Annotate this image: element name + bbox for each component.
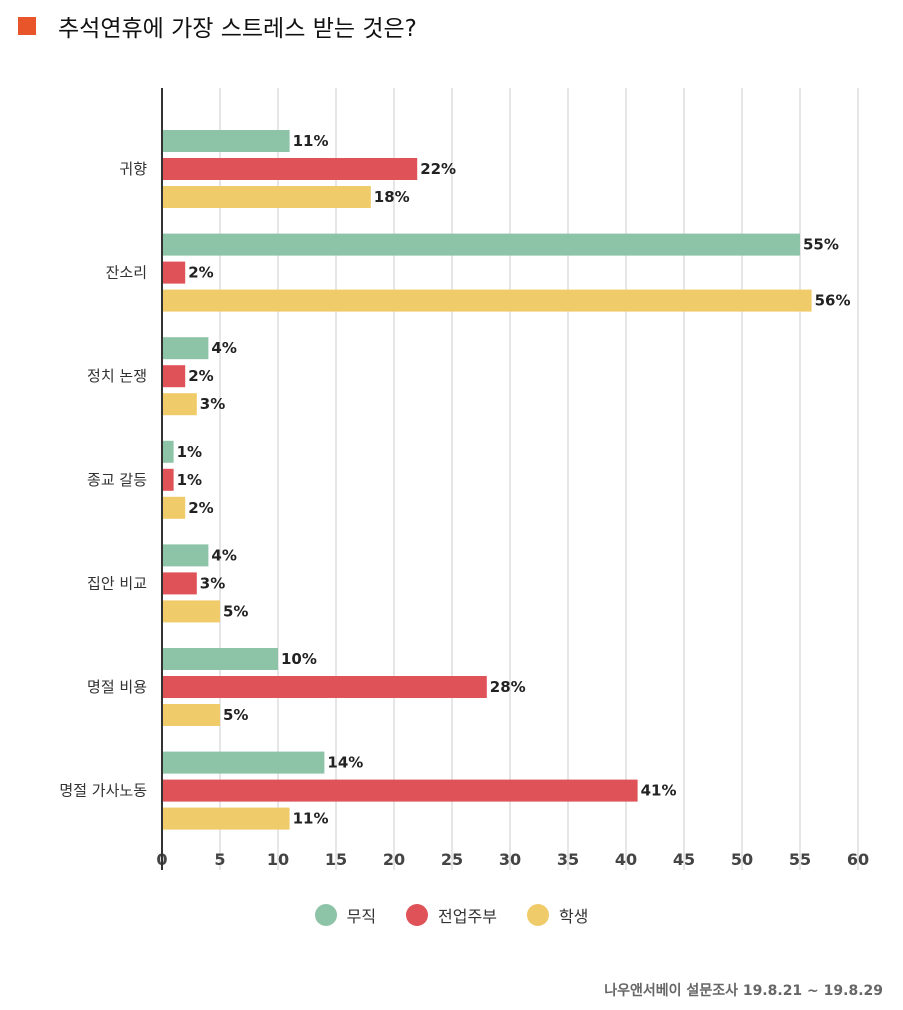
x-tick-label: 20 — [383, 850, 405, 869]
x-tick-label: 5 — [214, 850, 225, 869]
bar-학생 — [162, 289, 812, 312]
chart-title: 추석연휴에 가장 스트레스 받는 것은? — [58, 16, 417, 42]
bar-학생 — [162, 186, 371, 208]
data-label: 18% — [374, 188, 410, 206]
bar-학생 — [162, 807, 290, 830]
legend-item[interactable]: 학생 — [526, 903, 589, 927]
legend-label: 전업주부 — [438, 907, 497, 926]
category-label: 귀향 — [119, 160, 147, 178]
source-note: 나우앤서베이 설문조사 19.8.21 ~ 19.8.29 — [604, 983, 883, 999]
bar-chart: 11%22%18%55%2%56%4%2%3%1%1%2%4%3%5%10%28… — [59, 88, 869, 870]
category-label: 잔소리 — [106, 264, 147, 282]
data-label: 28% — [490, 678, 526, 696]
bar-학생 — [162, 496, 186, 519]
bar-무직 — [162, 751, 325, 774]
bar-무직 — [162, 233, 800, 256]
bar-전업주부 — [162, 676, 487, 698]
data-label: 4% — [211, 546, 236, 564]
data-label: 11% — [293, 810, 329, 828]
bars: 11% 22% 18% 55% 2% 56% 4% 2% 3% 1% 1% 2% 4% 3% 5% 10% 28… — [162, 130, 851, 830]
legend-swatch — [314, 904, 337, 926]
bar-무직 — [162, 648, 278, 670]
data-label: 22% — [420, 160, 456, 178]
bar-무직 — [162, 130, 290, 152]
data-label: 5% — [223, 706, 248, 724]
data-label: 14% — [327, 754, 363, 772]
x-tick-label: 40 — [615, 850, 637, 869]
data-label: 1% — [177, 443, 202, 461]
data-label: 10% — [281, 650, 317, 668]
data-label: 5% — [223, 602, 248, 620]
data-label: 56% — [815, 292, 851, 310]
grid-lines — [219, 88, 859, 870]
legend-item[interactable]: 전업주부 — [406, 903, 497, 927]
category-label: 명절 비용 — [87, 678, 147, 696]
data-label: 2% — [188, 499, 213, 517]
data-label: 3% — [200, 574, 225, 592]
legend-swatch — [406, 904, 429, 926]
title-row: 추석연휴에 가장 스트레스 받는 것은? — [18, 8, 417, 44]
data-label: 2% — [188, 264, 213, 282]
x-tick-label: 30 — [499, 850, 521, 869]
category-label: 종교 갈등 — [87, 471, 147, 489]
bar-전업주부 — [162, 779, 638, 802]
bar-무직 — [162, 440, 174, 463]
x-tick-label: 35 — [557, 850, 579, 869]
bar-전업주부 — [162, 261, 186, 284]
x-tick-label: 45 — [673, 850, 695, 869]
data-label: 55% — [803, 236, 839, 254]
legend-item[interactable]: 무직 — [314, 903, 377, 927]
bar-전업주부 — [162, 572, 197, 595]
bar-학생 — [162, 704, 220, 726]
bar-전업주부 — [162, 158, 418, 180]
data-label: 2% — [188, 367, 213, 385]
category-label: 정치 논쟁 — [87, 367, 147, 385]
data-label: 11% — [293, 132, 329, 150]
data-label: 1% — [177, 471, 202, 489]
bar-무직 — [162, 337, 209, 360]
legend: 무직 전업주부 학생 — [0, 900, 903, 930]
x-tick-label: 50 — [731, 850, 753, 869]
title-marker-square — [18, 17, 36, 35]
data-label: 4% — [211, 339, 236, 357]
bar-학생 — [162, 600, 220, 623]
data-label: 41% — [641, 782, 677, 800]
legend-label: 무직 — [346, 907, 377, 926]
bar-무직 — [162, 544, 209, 567]
bar-전업주부 — [162, 365, 186, 388]
x-tick-label: 60 — [847, 850, 869, 869]
category-label: 집안 비교 — [87, 574, 147, 592]
bar-전업주부 — [162, 468, 174, 491]
legend-label: 학생 — [558, 907, 589, 926]
x-tick-label: 15 — [325, 850, 347, 869]
x-tick-label: 10 — [267, 850, 289, 869]
legend-swatch — [526, 904, 549, 926]
x-tick-label: 55 — [789, 850, 811, 869]
data-label: 3% — [200, 395, 225, 413]
category-label: 명절 가사노동 — [59, 782, 147, 800]
bar-학생 — [162, 393, 197, 416]
x-tick-label: 25 — [441, 850, 463, 869]
